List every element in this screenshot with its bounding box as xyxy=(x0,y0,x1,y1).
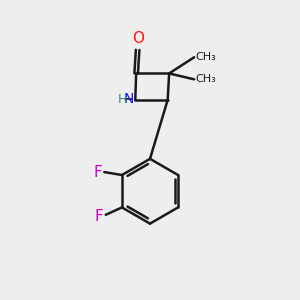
Text: F: F xyxy=(93,165,102,180)
Text: CH₃: CH₃ xyxy=(196,74,216,84)
Text: O: O xyxy=(132,32,144,46)
Text: CH₃: CH₃ xyxy=(196,52,216,62)
Text: H: H xyxy=(117,93,127,106)
Text: N: N xyxy=(123,92,134,106)
Text: F: F xyxy=(95,209,103,224)
